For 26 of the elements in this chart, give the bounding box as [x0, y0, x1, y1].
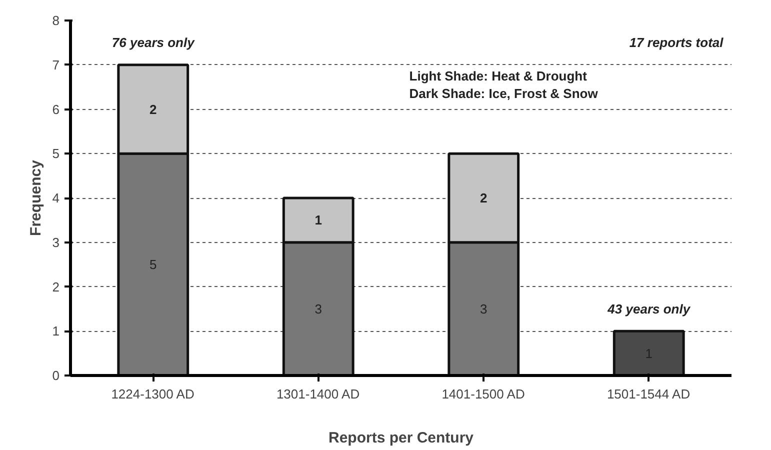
x-tick-label: 1224-1300 AD: [111, 386, 194, 402]
annotation: Light Shade: Heat & Drought: [409, 68, 588, 84]
y-tick-label: 3: [52, 234, 60, 250]
data-label: 5: [150, 257, 157, 272]
y-axis-title: Frequency: [27, 159, 44, 236]
annotation: Dark Shade: Ice, Frost & Snow: [409, 86, 599, 102]
annotation: 17 reports total: [629, 35, 724, 50]
data-label: 2: [150, 102, 157, 117]
y-tick-label: 6: [52, 102, 60, 117]
annotation: 76 years only: [112, 35, 196, 50]
data-label: 1: [314, 212, 322, 228]
x-tick-label: 1301-1400 AD: [276, 386, 360, 402]
y-tick-label: 0: [52, 368, 60, 383]
data-label: 3: [314, 301, 322, 316]
annotation: 43 years only: [606, 301, 691, 316]
x-tick-label: 1501-1544 AD: [606, 386, 690, 402]
y-tick-label: 2: [52, 279, 60, 294]
y-tick-label: 7: [52, 57, 60, 72]
y-tick-label: 5: [52, 146, 60, 162]
y-tick-label: 8: [52, 13, 60, 28]
x-tick-label: 1401-1500 AD: [442, 386, 525, 402]
data-label: 2: [480, 190, 488, 206]
y-tick-label: 4: [52, 190, 60, 206]
x-axis-title: Reports per Century: [328, 430, 474, 446]
data-label: 3: [480, 301, 488, 316]
y-tick-label: 1: [52, 324, 60, 339]
